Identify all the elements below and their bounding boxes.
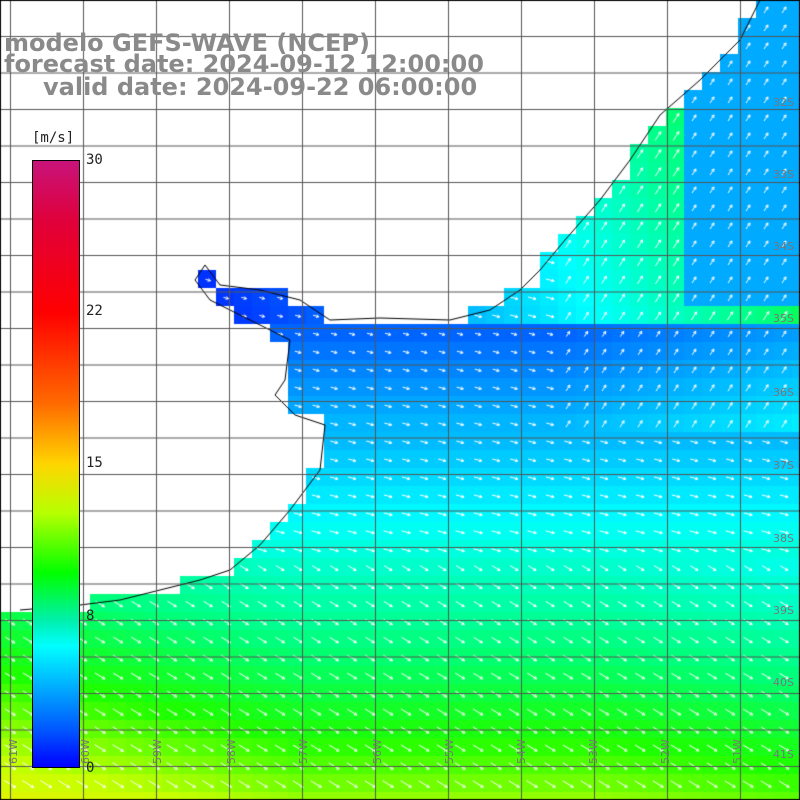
colorbar-unit: [m/s] [32, 130, 74, 146]
lat-label: 41S [773, 748, 794, 761]
colorbar-tick: 8 [86, 608, 94, 624]
lon-label: 55W [443, 739, 456, 764]
lat-label: 40S [773, 676, 794, 689]
lon-label: 61W [7, 739, 20, 764]
colorbar-tick: 15 [86, 455, 103, 471]
lat-label: 35S [773, 312, 794, 325]
lon-label: 58W [225, 739, 238, 764]
title-valid-date: valid date: 2024-09-22 06:00:00 [43, 75, 477, 99]
colorbar [32, 160, 80, 768]
lat-label: 32S [773, 96, 794, 109]
lon-label: 54W [515, 739, 528, 764]
lat-label: 37S [773, 459, 794, 472]
colorbar-tick: 22 [86, 303, 103, 319]
lon-label: 56W [371, 739, 384, 764]
lon-label: 57W [297, 739, 310, 764]
lat-label: 36S [773, 386, 794, 399]
lon-label: 52W [659, 739, 672, 764]
lon-label: 60W [79, 739, 92, 764]
lat-label: 34S [773, 240, 794, 253]
lat-label: 38S [773, 532, 794, 545]
lat-label: 33S [773, 168, 794, 181]
colorbar-tick: 30 [86, 152, 103, 168]
lon-label: 59W [151, 739, 164, 764]
lon-label: 53W [587, 739, 600, 764]
lon-label: 51W [731, 739, 744, 764]
lat-label: 39S [773, 604, 794, 617]
